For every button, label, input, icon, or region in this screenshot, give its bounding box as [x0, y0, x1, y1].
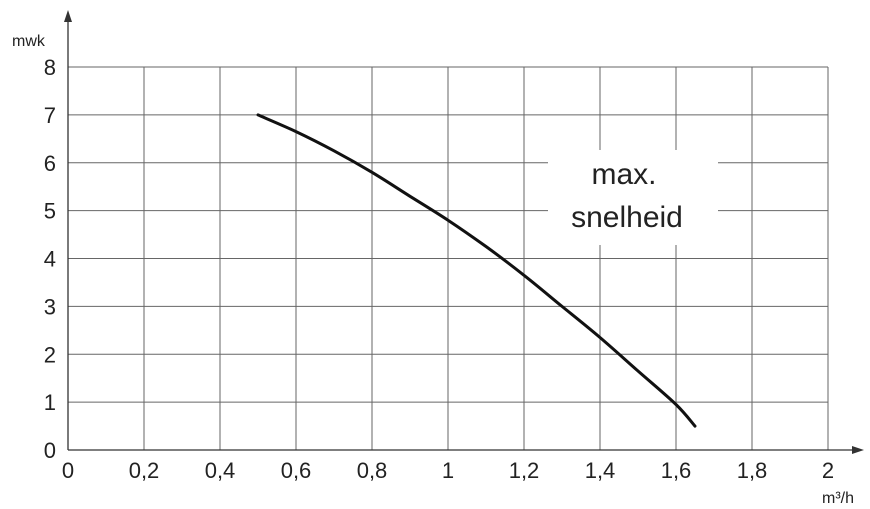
- x-tick-label: 1,8: [737, 458, 768, 483]
- y-tick-label: 8: [44, 55, 56, 80]
- series-group: [256, 113, 697, 428]
- x-axis-label: m³/h: [822, 490, 854, 507]
- annotation-line-2: snelheid: [571, 201, 683, 234]
- y-tick-label: 5: [44, 199, 56, 224]
- y-axis-arrow: [64, 10, 72, 22]
- y-tick-label: 1: [44, 390, 56, 415]
- x-tick-label: 1,6: [661, 458, 692, 483]
- y-tick-label: 4: [44, 247, 56, 272]
- x-tick-label: 1,4: [585, 458, 616, 483]
- series-line: [256, 113, 697, 428]
- x-axis-arrow: [852, 446, 864, 454]
- y-tick-label: 7: [44, 103, 56, 128]
- y-tick-label: 2: [44, 342, 56, 367]
- y-tick-label: 6: [44, 151, 56, 176]
- y-tick-labels: 0 1 2 3 4 5 6 7 8: [44, 55, 56, 463]
- y-tick-label: 0: [44, 438, 56, 463]
- grid: [68, 66, 829, 450]
- x-tick-labels: 0 0,2 0,4 0,6 0,8 1 1,2 1,4 1,6 1,8 2: [62, 458, 834, 483]
- x-tick-label: 0,6: [281, 458, 312, 483]
- x-tick-label: 0,4: [205, 458, 236, 483]
- x-tick-label: 1: [442, 458, 454, 483]
- annotation-background: [548, 150, 718, 245]
- y-axis-label: mwk: [12, 33, 46, 50]
- x-tick-label: 2: [822, 458, 834, 483]
- x-tick-label: 0,8: [357, 458, 388, 483]
- y-tick-label: 3: [44, 294, 56, 319]
- x-tick-label: 1,2: [509, 458, 540, 483]
- axes: [64, 10, 864, 454]
- annotation-line-1: max.: [591, 158, 656, 191]
- x-tick-label: 0,2: [129, 458, 160, 483]
- x-tick-label: 0: [62, 458, 74, 483]
